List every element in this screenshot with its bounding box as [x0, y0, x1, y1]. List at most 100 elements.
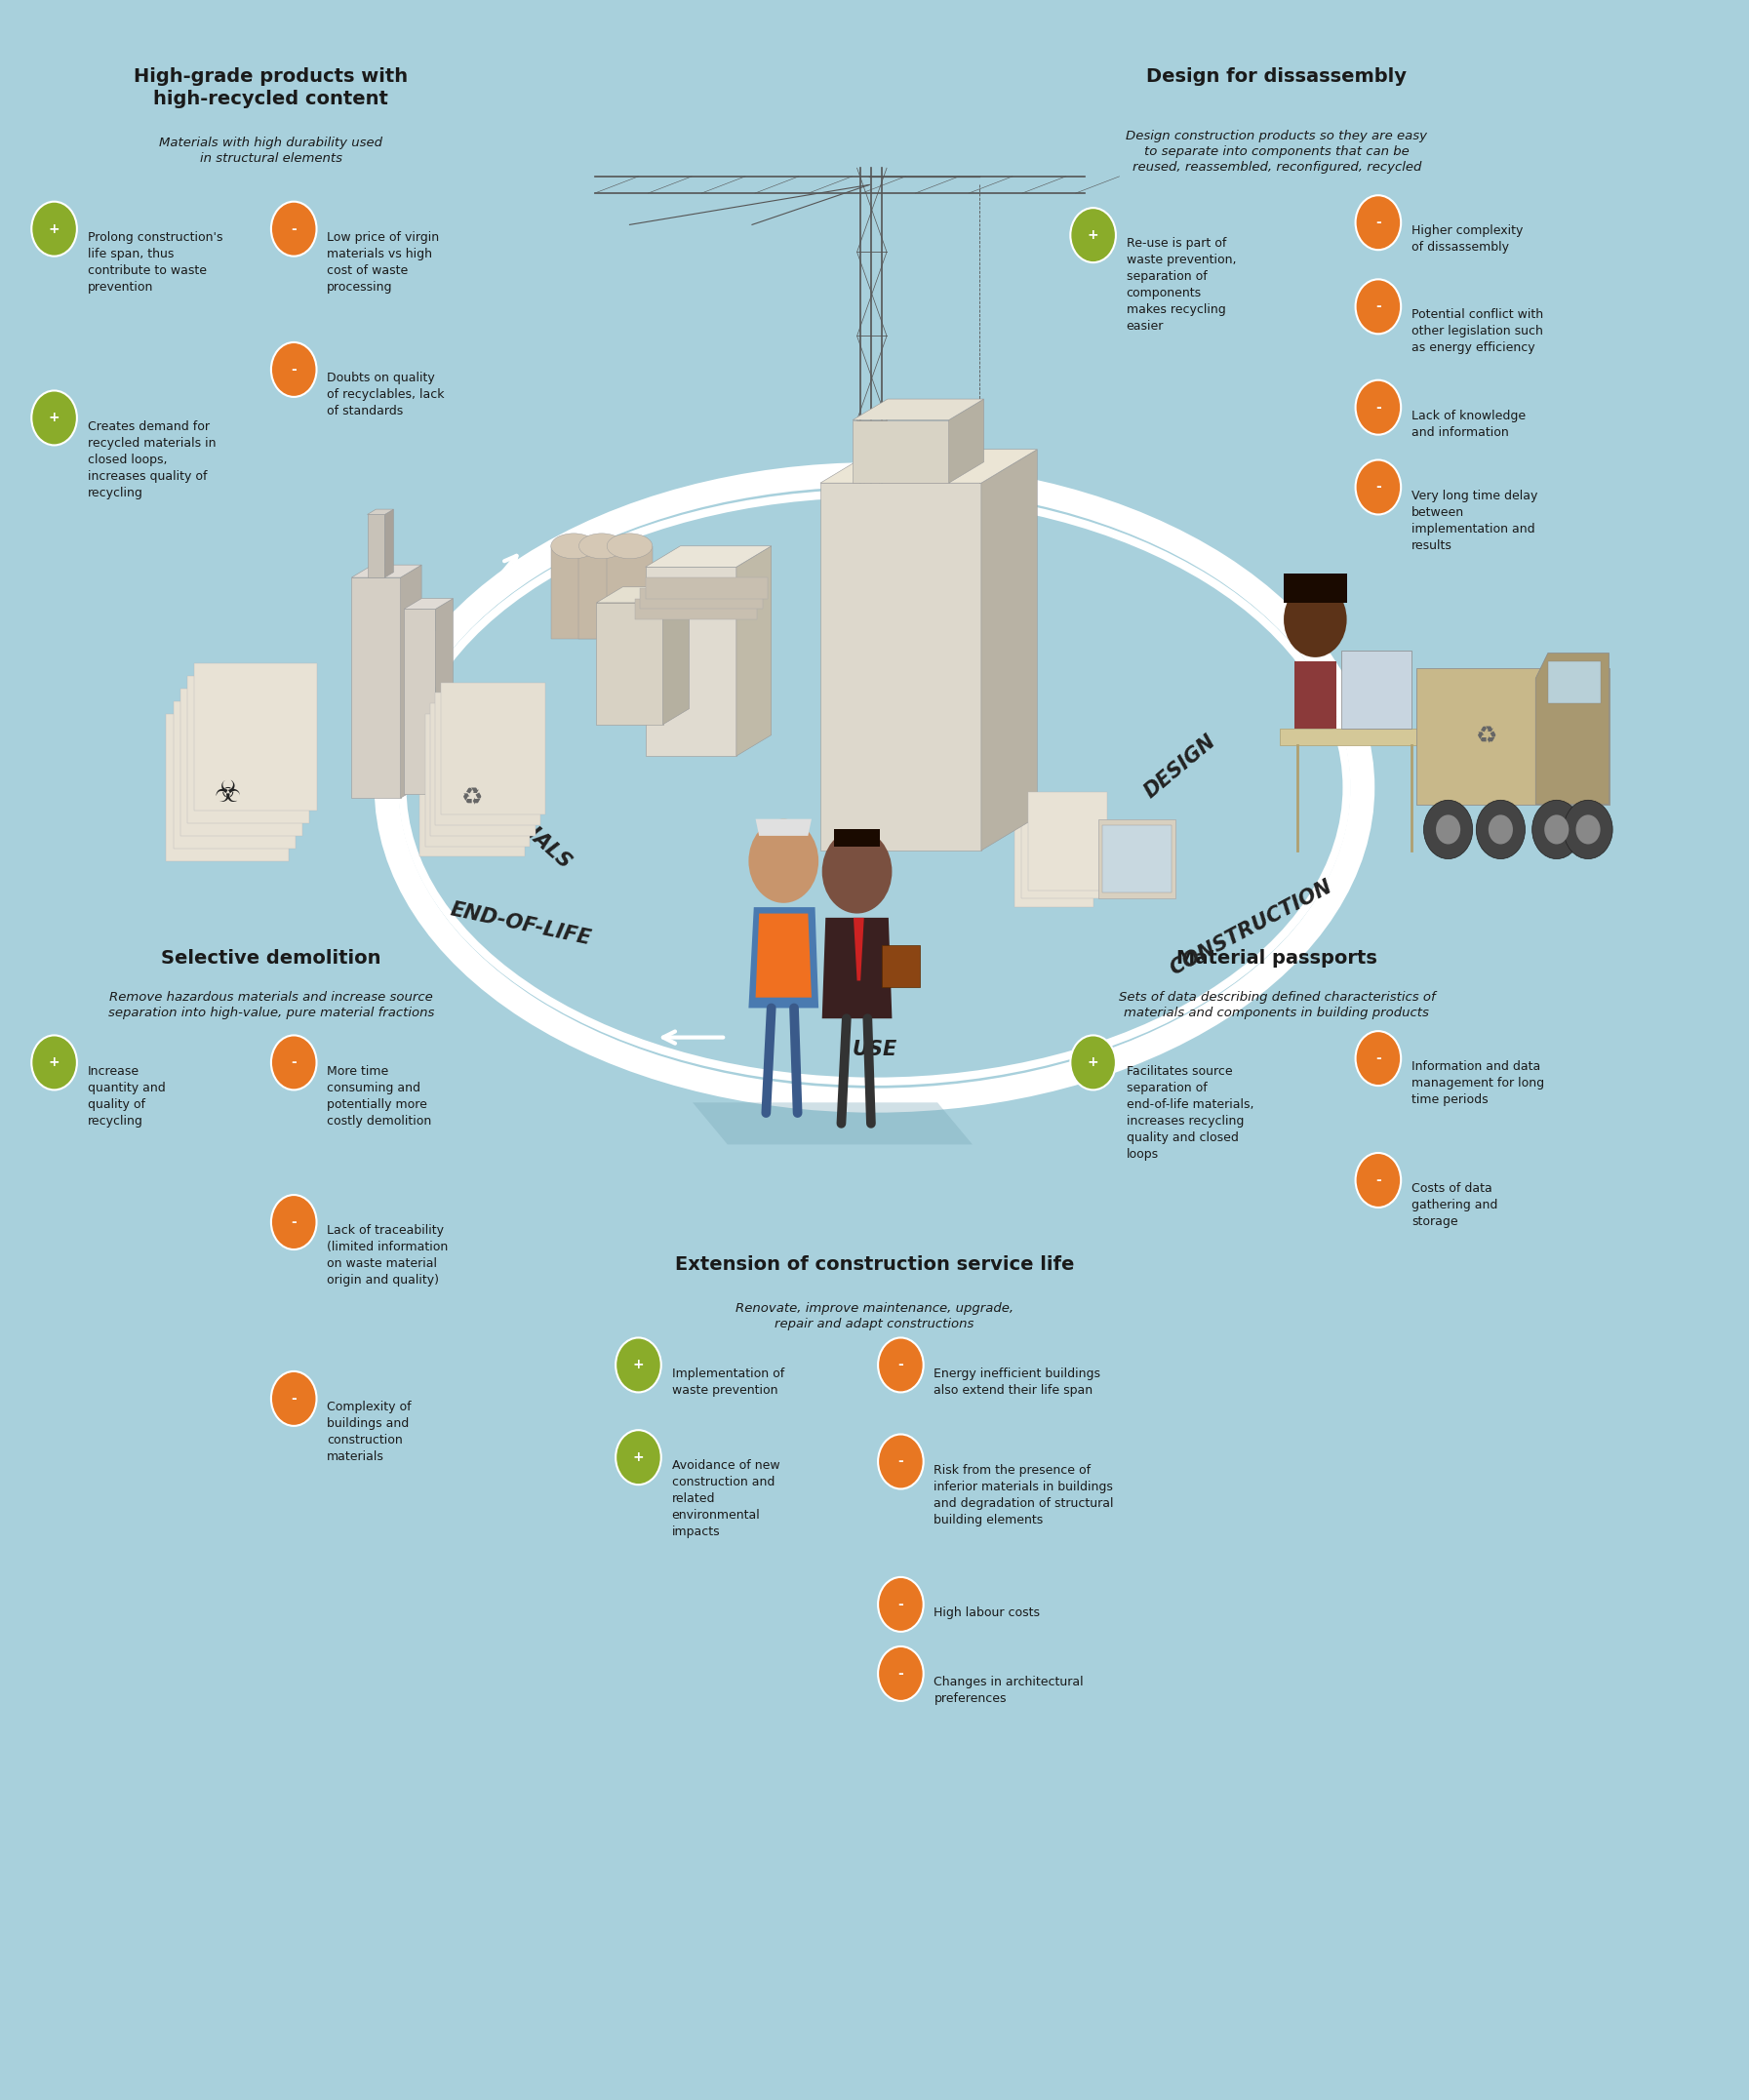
- Text: Higher complexity
of dissassembly: Higher complexity of dissassembly: [1411, 225, 1523, 254]
- Text: +: +: [1088, 1056, 1098, 1069]
- Polygon shape: [352, 565, 422, 578]
- Circle shape: [878, 1577, 923, 1632]
- Polygon shape: [834, 830, 880, 846]
- Text: -: -: [1375, 481, 1382, 494]
- Text: +: +: [49, 1056, 59, 1069]
- Polygon shape: [436, 598, 453, 794]
- Circle shape: [1532, 800, 1581, 859]
- Text: +: +: [633, 1451, 644, 1464]
- Polygon shape: [1284, 573, 1347, 603]
- Text: Implementation of
waste prevention: Implementation of waste prevention: [672, 1367, 784, 1397]
- Polygon shape: [756, 914, 812, 998]
- Text: END-OF-LIFE: END-OF-LIFE: [449, 899, 593, 949]
- Polygon shape: [852, 399, 983, 420]
- Polygon shape: [820, 483, 981, 851]
- Polygon shape: [820, 449, 1037, 483]
- Text: -: -: [897, 1455, 904, 1468]
- Polygon shape: [881, 945, 920, 987]
- Text: +: +: [49, 223, 59, 235]
- Circle shape: [1576, 815, 1600, 844]
- Polygon shape: [1548, 662, 1600, 704]
- Polygon shape: [596, 603, 663, 724]
- Polygon shape: [749, 907, 819, 1008]
- Text: Prolong construction's
life span, thus
contribute to waste
prevention: Prolong construction's life span, thus c…: [87, 231, 222, 294]
- Polygon shape: [607, 546, 652, 638]
- Polygon shape: [367, 510, 394, 514]
- Circle shape: [1424, 800, 1473, 859]
- Circle shape: [1070, 1035, 1116, 1090]
- Text: Sets of data describing defined characteristics of
materials and components in b: Sets of data describing defined characte…: [1118, 991, 1436, 1018]
- Polygon shape: [430, 704, 535, 836]
- Circle shape: [1436, 815, 1460, 844]
- Polygon shape: [436, 693, 540, 825]
- Text: -: -: [1375, 1052, 1382, 1065]
- Text: +: +: [1088, 229, 1098, 242]
- Polygon shape: [441, 683, 546, 815]
- Circle shape: [616, 1338, 661, 1392]
- Polygon shape: [404, 609, 436, 794]
- Circle shape: [271, 342, 317, 397]
- Circle shape: [1564, 800, 1613, 859]
- Polygon shape: [645, 546, 771, 567]
- Polygon shape: [736, 546, 771, 756]
- Polygon shape: [367, 514, 385, 578]
- Text: Renovate, improve maintenance, upgrade,
repair and adapt constructions: Renovate, improve maintenance, upgrade, …: [735, 1302, 1014, 1329]
- Polygon shape: [1280, 729, 1429, 746]
- Polygon shape: [948, 399, 983, 483]
- Circle shape: [1488, 815, 1513, 844]
- Text: Re-use is part of
waste prevention,
separation of
components
makes recycling
eas: Re-use is part of waste prevention, sepa…: [1126, 237, 1237, 334]
- Text: Extension of construction service life: Extension of construction service life: [675, 1256, 1074, 1275]
- Text: Facilitates source
separation of
end-of-life materials,
increases recycling
qual: Facilitates source separation of end-of-…: [1126, 1065, 1254, 1161]
- Polygon shape: [822, 918, 892, 1018]
- Text: -: -: [290, 223, 297, 235]
- Polygon shape: [852, 420, 948, 483]
- Text: Lack of traceability
(limited information
on waste material
origin and quality): Lack of traceability (limited informatio…: [327, 1224, 448, 1287]
- Polygon shape: [1341, 651, 1411, 729]
- Text: Risk from the presence of
inferior materials in buildings
and degradation of str: Risk from the presence of inferior mater…: [934, 1464, 1114, 1527]
- Polygon shape: [1021, 800, 1100, 899]
- Text: -: -: [897, 1667, 904, 1680]
- Circle shape: [749, 819, 819, 903]
- Text: Avoidance of new
construction and
related
environmental
impacts: Avoidance of new construction and relate…: [672, 1460, 780, 1539]
- Polygon shape: [1098, 819, 1175, 899]
- Polygon shape: [645, 567, 736, 756]
- Text: -: -: [290, 363, 297, 376]
- Polygon shape: [420, 724, 525, 857]
- Ellipse shape: [579, 533, 624, 559]
- Circle shape: [1355, 195, 1401, 250]
- Circle shape: [878, 1434, 923, 1489]
- Text: Material passports: Material passports: [1177, 949, 1376, 968]
- Circle shape: [878, 1646, 923, 1701]
- Text: -: -: [1375, 300, 1382, 313]
- Text: Increase
quantity and
quality of
recycling: Increase quantity and quality of recycli…: [87, 1065, 164, 1128]
- Circle shape: [31, 1035, 77, 1090]
- Text: Energy inefficient buildings
also extend their life span: Energy inefficient buildings also extend…: [934, 1367, 1100, 1397]
- Polygon shape: [854, 918, 864, 981]
- Polygon shape: [194, 664, 317, 811]
- Circle shape: [271, 1035, 317, 1090]
- Polygon shape: [1028, 792, 1107, 890]
- Text: Lack of knowledge
and information: Lack of knowledge and information: [1411, 410, 1525, 439]
- Text: -: -: [1375, 216, 1382, 229]
- Text: High labour costs: High labour costs: [934, 1607, 1041, 1619]
- Text: High-grade products with
high-recycled content: High-grade products with high-recycled c…: [135, 67, 408, 109]
- Polygon shape: [401, 565, 422, 798]
- Polygon shape: [1294, 662, 1336, 729]
- Text: Creates demand for
recycled materials in
closed loops,
increases quality of
recy: Creates demand for recycled materials in…: [87, 420, 215, 500]
- Text: USE: USE: [852, 1040, 897, 1060]
- Circle shape: [1284, 582, 1347, 657]
- Text: Costs of data
gathering and
storage: Costs of data gathering and storage: [1411, 1182, 1497, 1228]
- Circle shape: [1476, 800, 1525, 859]
- Polygon shape: [693, 1102, 972, 1144]
- Polygon shape: [663, 586, 689, 724]
- Ellipse shape: [551, 533, 596, 559]
- Text: Selective demolition: Selective demolition: [161, 949, 381, 968]
- Polygon shape: [645, 578, 768, 598]
- Text: Design construction products so they are easy
to separate into components that c: Design construction products so they are…: [1126, 130, 1427, 174]
- Text: Complexity of
buildings and
construction
materials: Complexity of buildings and construction…: [327, 1401, 411, 1464]
- Text: -: -: [897, 1598, 904, 1611]
- Text: RAW MATERIALS: RAW MATERIALS: [422, 733, 575, 871]
- Polygon shape: [385, 510, 394, 578]
- Text: +: +: [633, 1359, 644, 1371]
- Text: ♻: ♻: [462, 785, 483, 811]
